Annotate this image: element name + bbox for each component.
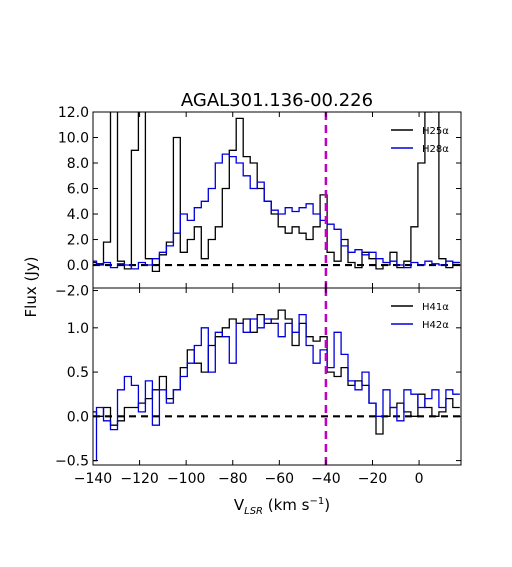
- panel-1-y-tick-label: 4.0: [67, 207, 89, 223]
- panel-1-y-tick-label: 0.0: [67, 258, 89, 274]
- legend-label-h42: H42α: [422, 320, 449, 331]
- legend-label-h41: H41α: [422, 302, 449, 313]
- x-axis-label-unit: (km s: [263, 496, 310, 514]
- y-axis-label: Flux (Jy): [22, 257, 40, 318]
- panel-1-y-tick-label: −2.0: [55, 284, 89, 300]
- panel-1-plot-area: [93, 112, 461, 288]
- series-line-h25: [93, 112, 460, 273]
- panel-1-y-tick-label: 2.0: [67, 233, 89, 249]
- x-tick-label: 0: [415, 471, 424, 487]
- panel-2-y-tick-label: 0.5: [67, 365, 89, 381]
- x-axis-label-main: V: [234, 496, 245, 514]
- panel-2-frame: [92, 287, 462, 466]
- panels-group: 12.0 10.0 8.0 6.0 4.0 2.0 0.0 −2.0 H25α H28α 1.0 0.…: [55, 105, 462, 487]
- x-tick-label: −60: [265, 471, 295, 487]
- x-axis-label-close: ): [324, 496, 330, 514]
- panel-2-y-tick-label: 1.0: [67, 321, 89, 337]
- x-tick-label: −140: [74, 471, 112, 487]
- x-axis-label-sub: LSR: [244, 506, 263, 517]
- series-line-h28: [93, 153, 460, 270]
- x-axis-label: VLSR (km s−1): [234, 496, 330, 517]
- x-tick-label: −100: [167, 471, 205, 487]
- panel-2-plot-area: [93, 288, 461, 465]
- legend-label-h28: H28α: [422, 144, 449, 155]
- series-line-h41: [93, 309, 460, 435]
- x-tick-label: −20: [358, 471, 388, 487]
- panel-2-y-tick-label: −0.5: [55, 454, 89, 470]
- panel-1-y-tick-label: 6.0: [67, 182, 89, 198]
- chart-title: AGAL301.136-00.226: [181, 90, 373, 111]
- panel-2-y-tick-label: 0.0: [67, 409, 89, 425]
- x-tick-label: −80: [218, 471, 248, 487]
- x-tick-label: −40: [311, 471, 341, 487]
- panel-1-y-tick-label: 8.0: [67, 156, 89, 172]
- panel-1-y-tick-label: 10.0: [58, 131, 89, 147]
- legend-label-h25: H25α: [422, 126, 449, 137]
- x-axis-label-exp: −1: [310, 496, 325, 507]
- series-line-h42: [93, 313, 460, 462]
- x-tick-label: −120: [120, 471, 158, 487]
- panel-1-y-tick-label: 12.0: [58, 105, 89, 121]
